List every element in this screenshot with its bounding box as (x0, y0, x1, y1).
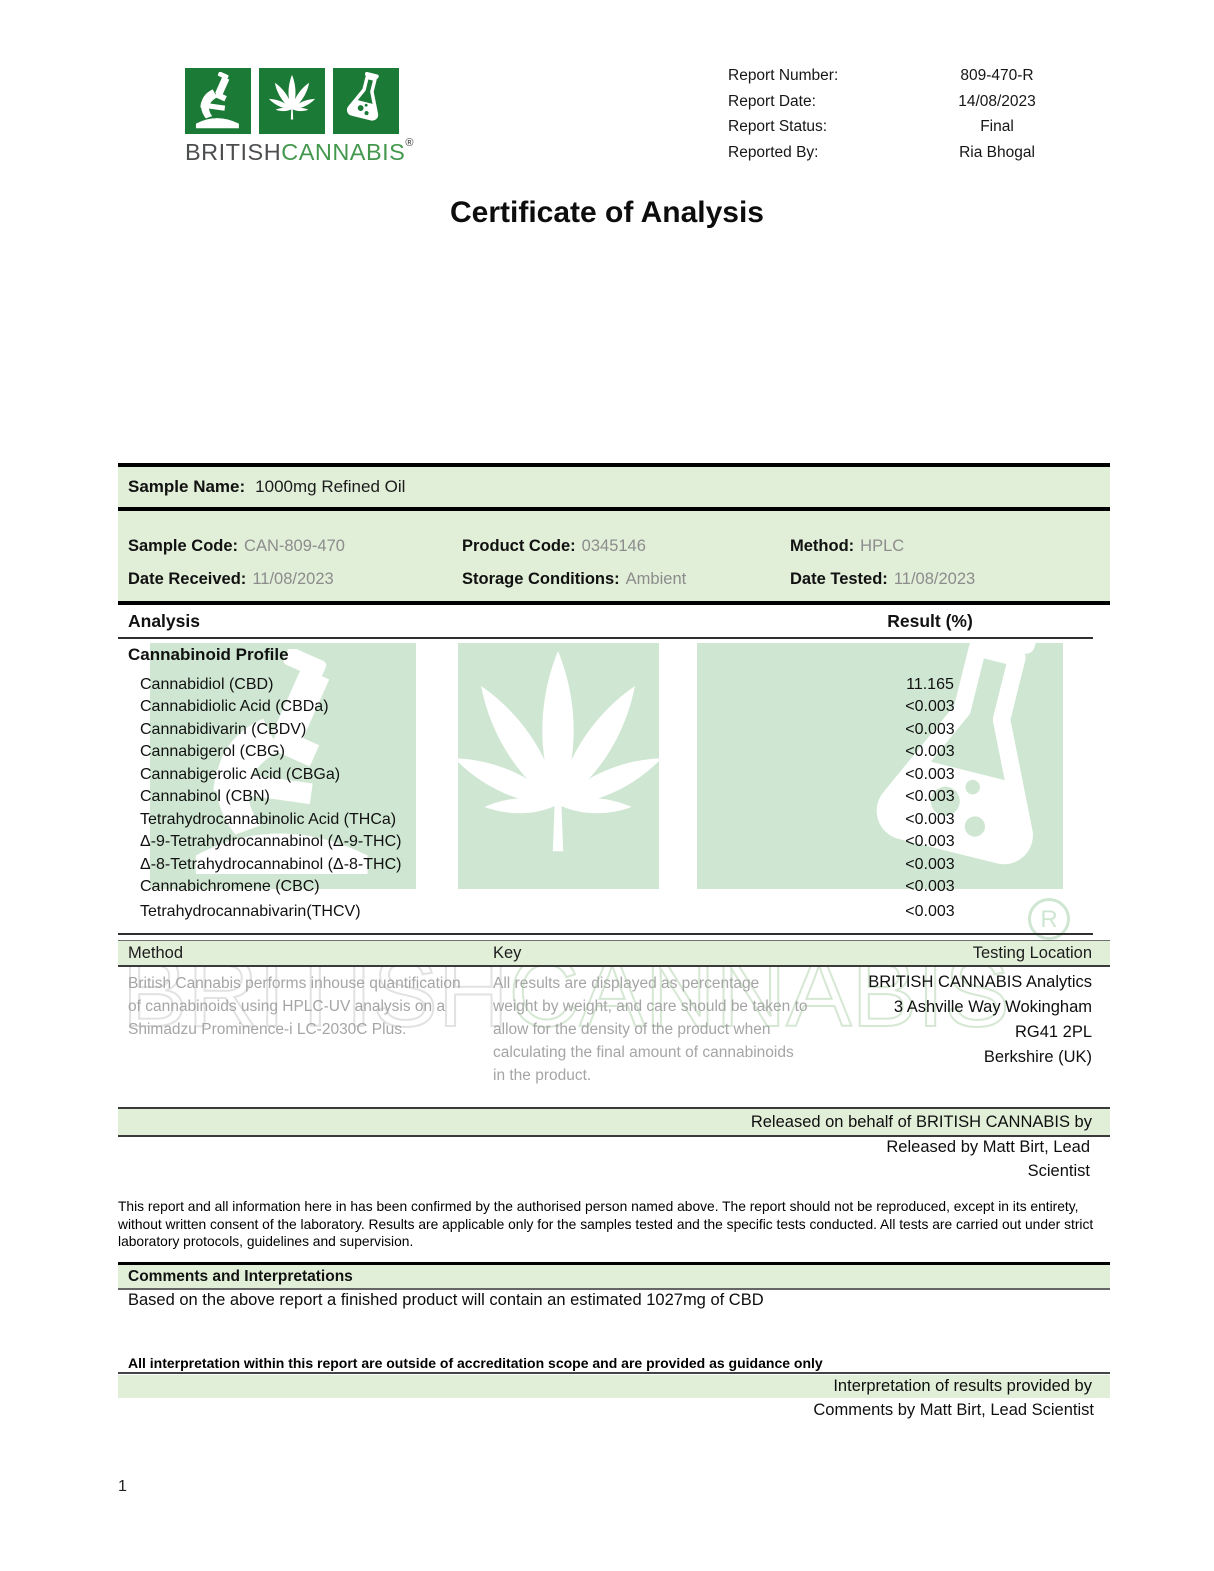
sample-code-value: CAN-809-470 (244, 537, 345, 555)
report-status-label: Report Status: (728, 118, 828, 135)
flask-icon (337, 72, 395, 130)
storage-conditions-field: Storage Conditions: Ambient (462, 570, 686, 589)
analyte-result: <0.003 (905, 878, 955, 895)
storage-conditions-value: Ambient (625, 570, 687, 588)
brand-british: BRITISH (185, 139, 282, 165)
cannabis-leaf-watermark-icon (458, 643, 659, 889)
sample-name-bar: Sample Name: 1000mg Refined Oil (118, 463, 1110, 511)
analyte-name: Cannabinol (CBN) (140, 788, 270, 805)
product-code-label: Product Code: (462, 537, 576, 555)
location-header: Testing Location (972, 944, 1092, 962)
report-status-value: Final (980, 118, 1014, 135)
analyte-name: Δ-9-Tetrahydrocannabinol (Δ-9-THC) (140, 833, 402, 850)
date-received-field: Date Received: 11/08/2023 (128, 570, 334, 589)
product-code-value: 0345146 (581, 537, 646, 555)
analyte-result: <0.003 (905, 698, 955, 715)
reported-by-value: Ria Bhogal (959, 144, 1035, 161)
analyte-result: <0.003 (905, 833, 955, 850)
released-by-line2: Scientist (1027, 1162, 1090, 1180)
analyte-name: Tetrahydrocannabinolic Acid (THCa) (140, 811, 397, 828)
analyte-name: Δ-8-Tetrahydrocannabinol (Δ-8-THC) (140, 856, 402, 873)
date-tested-label: Date Tested: (790, 570, 888, 588)
logo-square-microscope (185, 68, 251, 134)
report-number-value: 809-470-R (960, 67, 1034, 84)
analyte-result: <0.003 (905, 721, 955, 738)
testing-location-block: BRITISH CANNABIS Analytics 3 Ashville Wa… (772, 970, 1092, 1070)
method-header-bar: Method Key Testing Location (118, 940, 1110, 967)
method-label: Method: (790, 537, 855, 555)
comments-header-bar: Comments and Interpretations (118, 1262, 1110, 1290)
sample-code-label: Sample Code: (128, 537, 239, 555)
microscope-icon (189, 72, 247, 130)
analyte-name: Cannabichromene (CBC) (140, 878, 320, 895)
report-date-label: Report Date: (728, 93, 816, 110)
location-line: Berkshire (UK) (983, 1048, 1092, 1066)
table-bottom-rule (118, 933, 1093, 935)
analysis-header: Analysis (128, 611, 200, 631)
analyte-name: Cannabidiol (CBD) (140, 676, 274, 693)
interpretation-bar: Interpretation of results provided by (118, 1375, 1110, 1398)
analyte-result: <0.003 (905, 766, 955, 783)
sample-details-block: Sample Code: CAN-809-470 Product Code: 034… (118, 511, 1110, 605)
comments-body: Based on the above report a finished pro… (128, 1291, 764, 1309)
method-text: British Cannabis performs inhouse quanti… (128, 975, 461, 1038)
reported-by-label: Reported By: (728, 144, 819, 161)
interpretation-rule (118, 1372, 1110, 1374)
date-tested-value: 11/08/2023 (893, 570, 976, 588)
analyte-result: <0.003 (905, 788, 955, 805)
report-date-value: 14/08/2023 (958, 93, 1036, 110)
key-header: Key (493, 944, 522, 962)
disclaimer-text: This report and all information here in … (118, 1199, 1094, 1250)
location-line: RG41 2PL (1014, 1023, 1092, 1041)
page-title: Certificate of Analysis (450, 196, 764, 229)
location-line: 3 Ashville Way Wokingham (893, 998, 1092, 1016)
method-header: Method (128, 944, 184, 962)
analyte-result: 11.165 (906, 676, 954, 693)
brand-cannabis: CANNABIS (281, 139, 406, 165)
date-tested-field: Date Tested: 11/08/2023 (790, 570, 975, 589)
logo-square-flask (333, 68, 399, 134)
sample-name-value: 1000mg Refined Oil (255, 477, 406, 496)
table-top-rule (118, 637, 1093, 639)
analyte-result: <0.003 (905, 743, 955, 760)
key-text: All results are displayed as percentage … (493, 975, 808, 1084)
date-received-value: 11/08/2023 (252, 570, 334, 588)
guidance-note: All interpretation within this report ar… (128, 1355, 823, 1371)
analyte-name: Cannabigerol (CBG) (140, 743, 285, 760)
sample-code-field: Sample Code: CAN-809-470 (128, 537, 345, 556)
date-received-label: Date Received: (128, 570, 247, 588)
watermark-square-leaf (458, 643, 659, 889)
result-header: Result (%) (887, 611, 973, 631)
logo-square-leaf (259, 68, 325, 134)
release-bar: Released on behalf of BRITISH CANNABIS b… (118, 1107, 1110, 1137)
analyte-name: Cannabidivarin (CBDV) (140, 721, 307, 738)
sample-name-label: Sample Name: (128, 477, 246, 496)
product-code-field: Product Code: 0345146 (462, 537, 646, 556)
watermark-registered-mark: R (1028, 898, 1070, 940)
released-by-line1: Released by Matt Birt, Lead (886, 1138, 1090, 1156)
cannabis-leaf-icon (263, 72, 321, 130)
storage-conditions-label: Storage Conditions: (462, 570, 620, 588)
location-line: BRITISH CANNABIS Analytics (868, 973, 1092, 991)
watermark-square-microscope (150, 643, 416, 889)
analyte-result: <0.003 (905, 856, 955, 873)
analyte-name: Cannabidiolic Acid (CBDa) (140, 698, 329, 715)
report-number-label: Report Number: (728, 67, 839, 84)
analyte-name: Tetrahydrocannabivarin(THCV) (140, 903, 361, 920)
brand-wordmark: BRITISHCANNABIS® (185, 137, 414, 166)
interpretation-by: Comments by Matt Birt, Lead Scientist (813, 1401, 1094, 1419)
analyte-name: Cannabigerolic Acid (CBGa) (140, 766, 341, 783)
method-value: HPLC (860, 537, 905, 555)
analyte-result: <0.003 (905, 903, 955, 920)
page-number: 1 (118, 1478, 127, 1495)
watermark-square-flask (697, 643, 1063, 889)
profile-title: Cannabinoid Profile (128, 645, 289, 664)
method-field: Method: HPLC (790, 537, 904, 556)
registered-mark: ® (405, 137, 414, 149)
analyte-result: <0.003 (905, 811, 955, 828)
